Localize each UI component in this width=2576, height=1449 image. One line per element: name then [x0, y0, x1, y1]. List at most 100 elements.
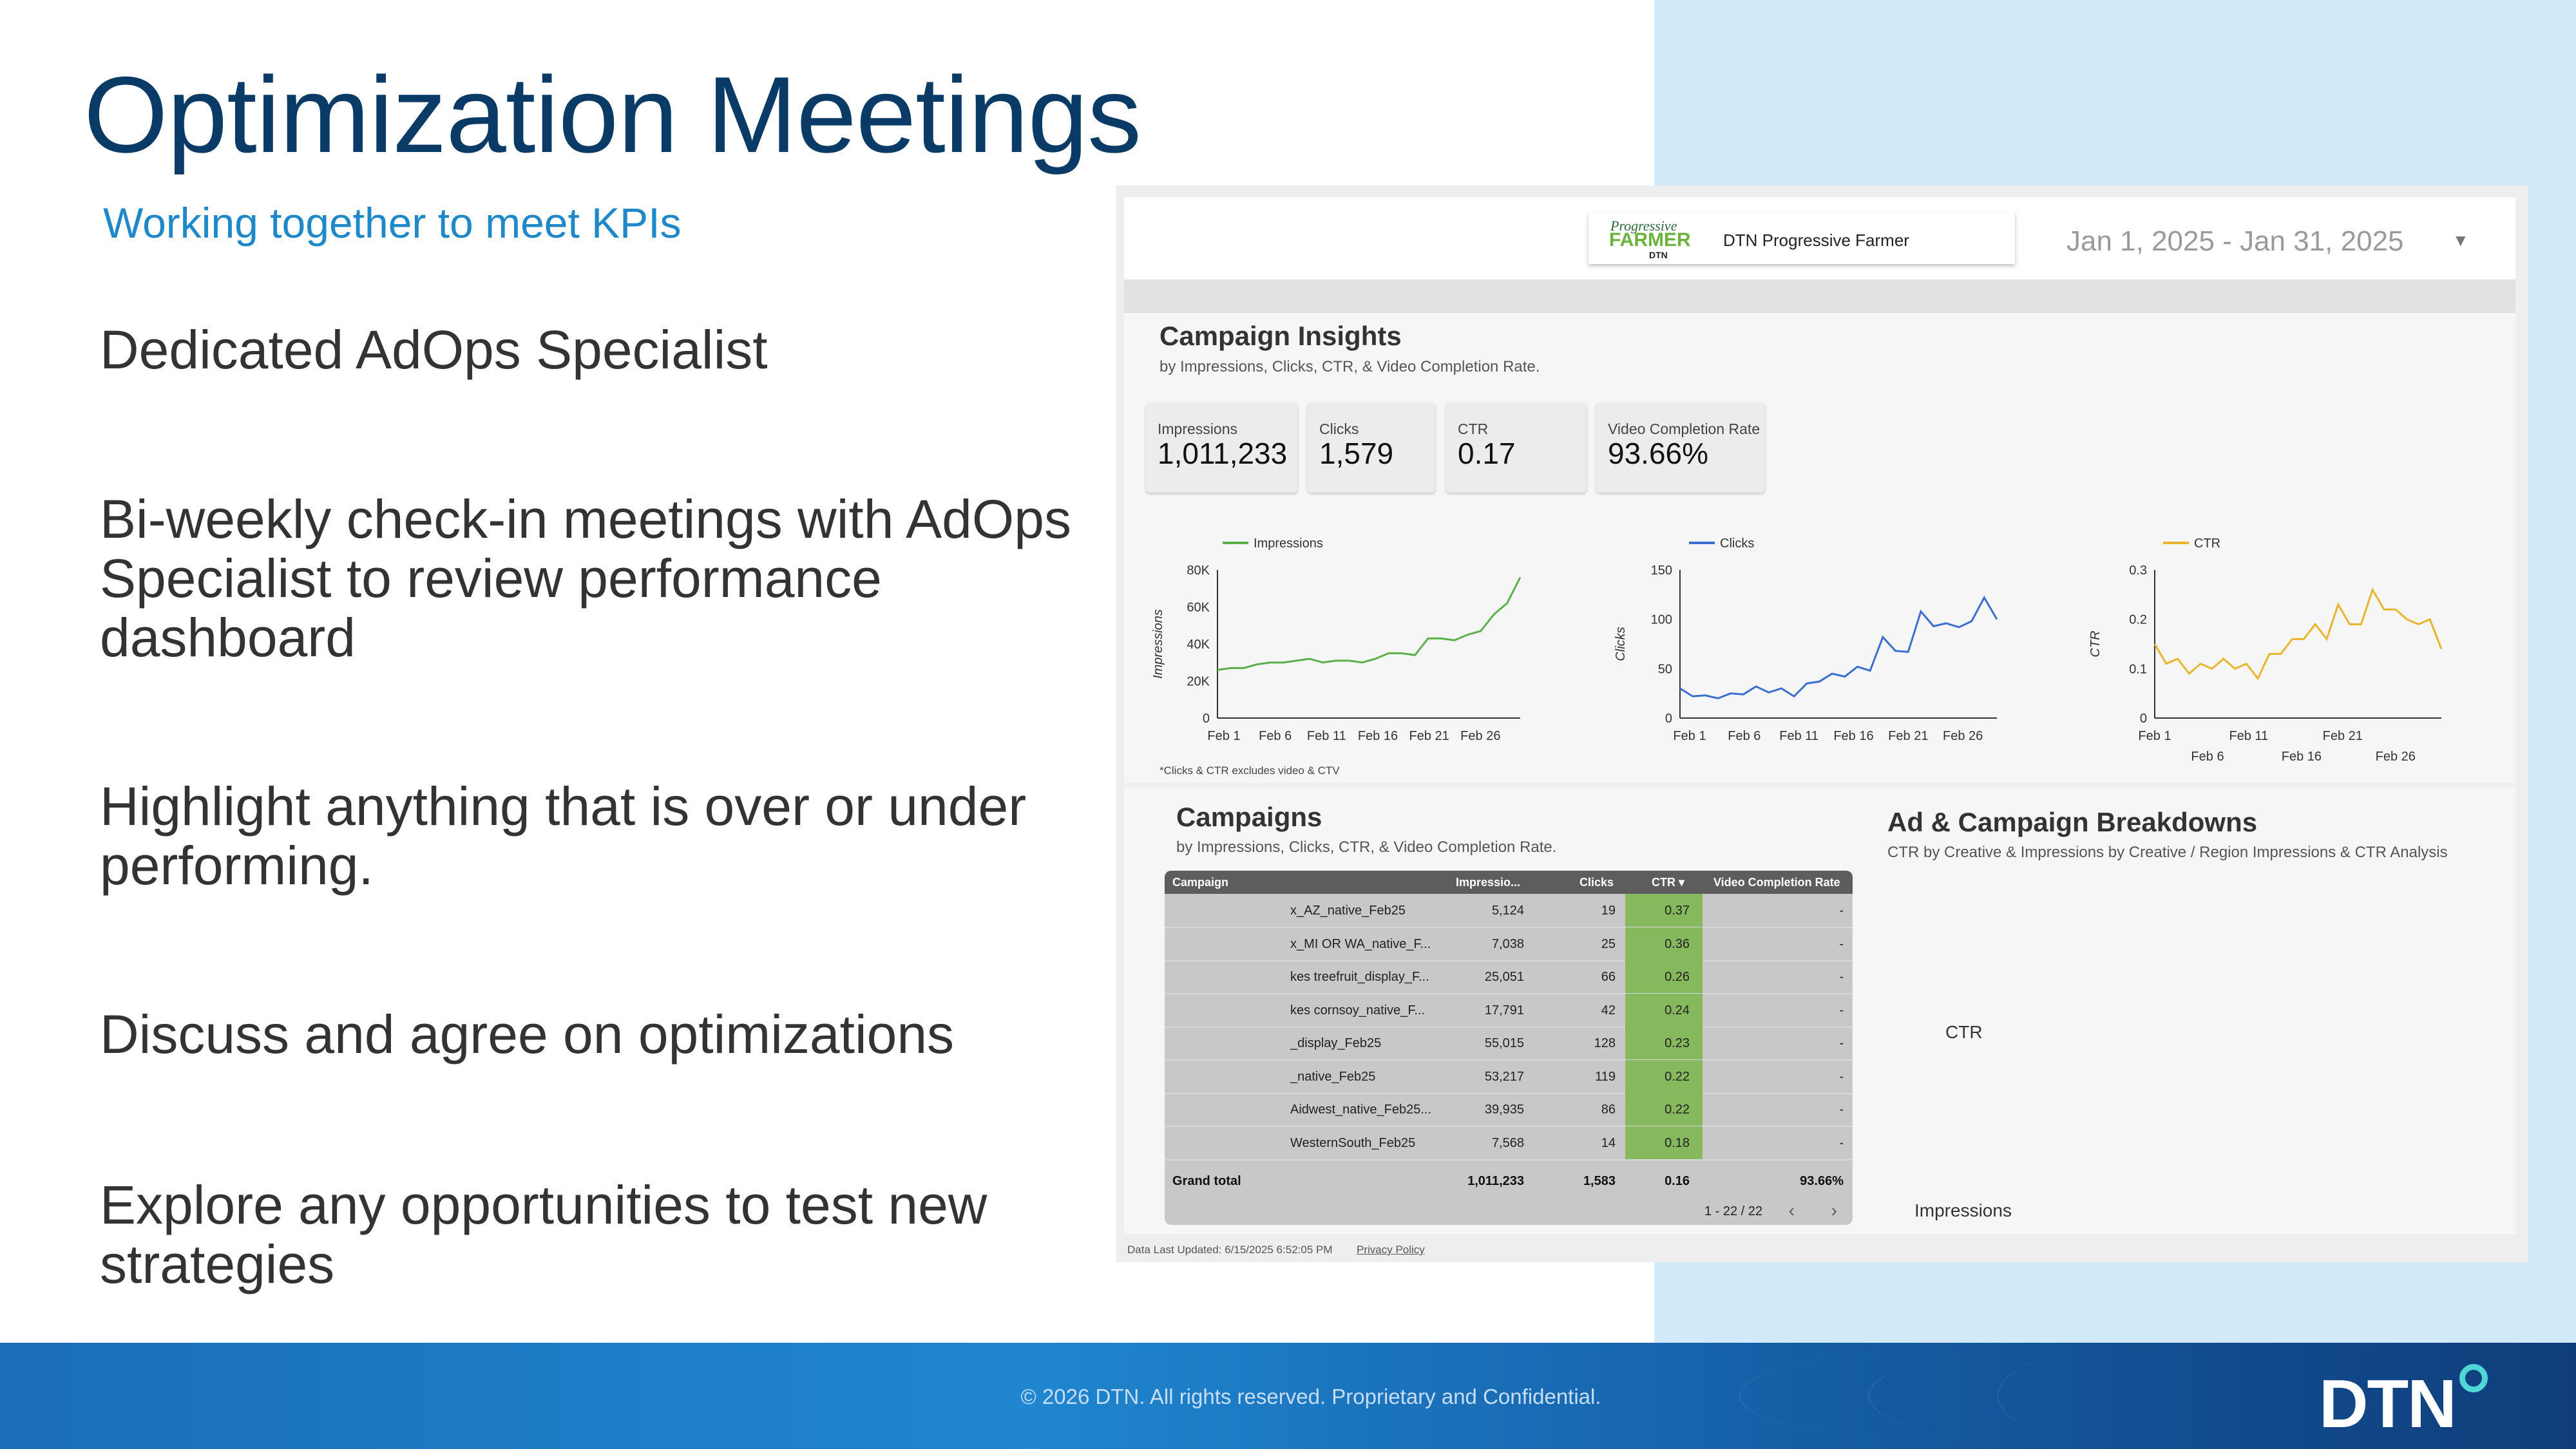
slide-title: Optimization Meetings: [84, 54, 1141, 175]
y-tick-label: 60K: [1187, 601, 1210, 615]
campaign-vcr: -: [1839, 1036, 1844, 1050]
campaign-vcr: -: [1839, 936, 1844, 951]
x-tick-label: Feb 1: [1673, 729, 1706, 743]
table-row[interactable]: x_AZ_native_Feb25 5,124 19 0.37 -: [1165, 894, 1853, 928]
campaign-vcr: -: [1839, 1135, 1844, 1150]
y-tick-label: 0: [1203, 712, 1210, 726]
data-updated-text: Data Last Updated: 6/15/2025 6:52:05 PM: [1127, 1244, 1333, 1256]
campaign-name: x_MI OR WA_native_F...: [1290, 936, 1431, 951]
campaign-clicks: 25: [1601, 936, 1616, 951]
column-impressions[interactable]: Impressio...: [1456, 876, 1521, 889]
bullet-test-strategies: Explore any opportunities to test new st…: [100, 1175, 987, 1294]
x-tick-label: Feb 16: [1358, 729, 1398, 743]
table-row[interactable]: WesternSouth_Feb25 7,568 14 0.18 -: [1165, 1126, 1853, 1160]
date-range-picker[interactable]: Jan 1, 2025 - Jan 31, 2025: [2066, 225, 2404, 257]
series-line: [1679, 595, 1998, 699]
campaign-insights-panel: [1124, 313, 2515, 783]
prev-page-icon[interactable]: ‹: [1788, 1200, 1795, 1220]
kpi-label: Video Completion Rate: [1608, 421, 1760, 437]
legend-label: Clicks: [1720, 536, 1754, 551]
x-tick-label: Feb 21: [2323, 729, 2363, 743]
campaign-impressions: 55,015: [1484, 1036, 1524, 1050]
brand-name: DTN Progressive Farmer: [1723, 231, 1909, 250]
y-tick-label: 0.3: [2129, 564, 2147, 578]
bullet-highlight-performance: Highlight anything that is over or under…: [100, 776, 1027, 896]
y-tick-label: 150: [1651, 564, 1672, 578]
x-tick-label: Feb 16: [2282, 750, 2322, 764]
series-line: [2153, 587, 2443, 681]
footer-wave-decoration: [1868, 1343, 2320, 1449]
campaign-vcr: -: [1839, 1069, 1844, 1084]
kpi-card-clicks: Clicks 1,579: [1308, 402, 1435, 493]
kpi-value: 0.17: [1458, 437, 1516, 470]
x-tick-label: Feb 26: [2376, 750, 2416, 764]
campaign-ctr: 0.36: [1665, 936, 1690, 951]
campaign-name: _display_Feb25: [1290, 1036, 1382, 1050]
dashboard-band: [1124, 279, 2515, 313]
campaign-name: kes cornsoy_native_F...: [1290, 1003, 1425, 1018]
series-line: [1217, 576, 1522, 671]
x-tick-label: Feb 11: [1779, 729, 1818, 743]
x-tick-label: Feb 11: [2229, 729, 2269, 743]
campaign-ctr-cell: 0.37: [1625, 894, 1703, 927]
brand-logo-dtn: DTN: [1649, 250, 1668, 260]
kpi-card-impressions: Impressions 1,011,233: [1146, 402, 1297, 493]
column-clicks[interactable]: Clicks: [1579, 876, 1614, 889]
campaign-clicks: 128: [1594, 1036, 1616, 1050]
campaign-ctr: 0.24: [1665, 1003, 1690, 1018]
y-tick-label: 80K: [1187, 564, 1210, 578]
y-tick-label: 50: [1658, 662, 1672, 676]
privacy-policy-link[interactable]: Privacy Policy: [1357, 1244, 1425, 1256]
kpi-value: 1,579: [1319, 437, 1394, 470]
campaign-ctr-cell: 0.22: [1625, 1093, 1703, 1126]
table-pager: 1 - 22 / 22: [1704, 1204, 1762, 1218]
bullet-biweekly-meetings: Bi-weekly check-in meetings with AdOps S…: [100, 489, 1071, 668]
campaign-ctr-cell: 0.23: [1625, 1027, 1703, 1059]
campaign-impressions: 39,935: [1484, 1103, 1524, 1117]
table-row[interactable]: kes cornsoy_native_F... 17,791 42 0.24 -: [1165, 993, 1853, 1028]
campaign-impressions: 7,568: [1491, 1135, 1524, 1150]
grand-total-clicks: 1,583: [1583, 1174, 1616, 1188]
x-tick-label: Feb 16: [1833, 729, 1873, 743]
table-row[interactable]: Aidwest_native_Feb25... 39,935 86 0.22 -: [1165, 1093, 1853, 1127]
x-tick-label: Feb 6: [2191, 750, 2224, 764]
campaign-name: WesternSouth_Feb25: [1290, 1135, 1416, 1150]
y-tick-label: 100: [1651, 613, 1672, 627]
column-ctr[interactable]: CTR ▾: [1652, 876, 1685, 889]
table-header: Campaign Impressio... Clicks CTR ▾ Video…: [1165, 871, 1853, 894]
column-campaign[interactable]: Campaign: [1172, 876, 1229, 889]
campaigns-subheading: by Impressions, Clicks, CTR, & Video Com…: [1176, 838, 1557, 856]
table-row[interactable]: kes treefruit_display_F... 25,051 66 0.26 -: [1165, 960, 1853, 994]
donut-ctr-label: CTR: [1945, 1022, 1983, 1042]
next-page-icon[interactable]: ›: [1831, 1200, 1837, 1220]
column-video-completion[interactable]: Video Completion Rate: [1713, 876, 1840, 889]
campaign-ctr-cell: 0.26: [1625, 960, 1703, 993]
legend-label: Impressions: [1254, 536, 1323, 551]
brand-selector[interactable]: [1589, 213, 2015, 264]
grand-total-vcr: 93.66%: [1800, 1174, 1844, 1188]
campaign-ctr: 0.23: [1665, 1036, 1690, 1050]
x-tick-label: Feb 6: [1728, 729, 1760, 743]
grand-total-row: Grand total 1,011,233 1,583 0.16 93.66%: [1165, 1162, 1853, 1198]
table-row[interactable]: _native_Feb25 53,217 119 0.22 -: [1165, 1059, 1853, 1094]
table-row[interactable]: x_MI OR WA_native_F... 7,038 25 0.36 -: [1165, 927, 1853, 961]
y-tick-label: 0.2: [2129, 613, 2147, 627]
campaign-ctr-cell: 0.18: [1625, 1126, 1703, 1159]
grand-total-impressions: 1,011,233: [1467, 1174, 1524, 1188]
campaign-impressions: 17,791: [1484, 1003, 1524, 1018]
campaign-vcr: -: [1839, 904, 1844, 918]
caret-down-icon[interactable]: ▼: [2452, 231, 2469, 250]
footer-wave-decoration: [1739, 1343, 2320, 1449]
campaigns-heading: Campaigns: [1176, 802, 1322, 832]
kpi-label: Clicks: [1319, 421, 1359, 437]
y-tick-label: 40K: [1187, 638, 1210, 652]
bullet-adops-specialist: Dedicated AdOps Specialist: [100, 319, 768, 380]
x-tick-label: Feb 1: [2138, 729, 2171, 743]
campaign-clicks: 86: [1601, 1103, 1616, 1117]
x-tick-label: Feb 26: [1943, 729, 1983, 743]
campaigns-table: Campaign Impressio... Clicks CTR ▾ Video…: [1165, 871, 1853, 1225]
table-row[interactable]: _display_Feb25 55,015 128 0.23 -: [1165, 1027, 1853, 1061]
campaign-impressions: 5,124: [1491, 904, 1524, 918]
copyright-text: © 2026 DTN. All rights reserved. Proprie…: [1020, 1385, 1601, 1408]
campaign-ctr: 0.22: [1665, 1069, 1690, 1084]
